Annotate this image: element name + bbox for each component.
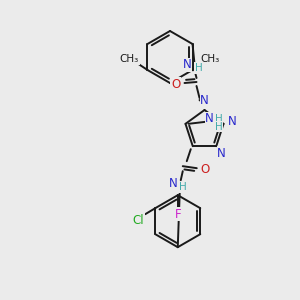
Text: H: H: [214, 122, 222, 132]
Text: F: F: [174, 208, 181, 221]
Text: H: H: [195, 63, 203, 73]
Text: Cl: Cl: [132, 214, 144, 227]
Text: CH₃: CH₃: [120, 54, 139, 64]
Text: N: N: [200, 94, 209, 107]
Text: O: O: [200, 163, 209, 176]
Text: N: N: [183, 58, 192, 71]
Text: H: H: [214, 114, 222, 124]
Text: N: N: [228, 115, 236, 128]
Text: N: N: [168, 177, 177, 190]
Text: CH₃: CH₃: [200, 54, 219, 64]
Text: N: N: [205, 112, 214, 125]
Text: N: N: [217, 147, 226, 160]
Text: O: O: [171, 77, 180, 91]
Text: H: H: [179, 182, 187, 192]
